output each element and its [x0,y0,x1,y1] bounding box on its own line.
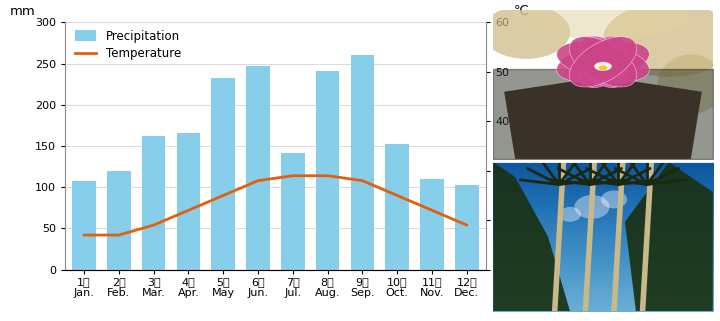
Bar [316,71,339,270]
Circle shape [600,190,627,208]
Ellipse shape [516,0,690,39]
Polygon shape [504,77,702,159]
Circle shape [559,207,581,222]
Ellipse shape [578,36,628,88]
Ellipse shape [598,65,608,70]
Ellipse shape [603,2,720,77]
Bar [176,133,200,270]
Circle shape [575,195,610,219]
Bar [246,66,270,270]
Bar [142,136,166,270]
Ellipse shape [658,54,720,114]
Ellipse shape [557,42,649,82]
Bar [455,185,479,270]
Bar [107,171,130,270]
Text: mm: mm [10,5,36,18]
Bar [420,179,444,270]
Ellipse shape [557,42,649,82]
Bar [212,79,235,270]
Polygon shape [493,162,570,311]
Ellipse shape [594,62,612,71]
Legend: Precipitation, Temperature: Precipitation, Temperature [75,30,181,60]
Ellipse shape [570,37,636,87]
Bar [72,181,96,270]
Text: ℃: ℃ [513,5,528,18]
Polygon shape [625,162,713,311]
Bar [351,56,374,270]
Bar [385,143,409,270]
Ellipse shape [578,36,628,88]
Bar [281,153,305,270]
Ellipse shape [482,5,570,59]
Ellipse shape [570,37,636,87]
